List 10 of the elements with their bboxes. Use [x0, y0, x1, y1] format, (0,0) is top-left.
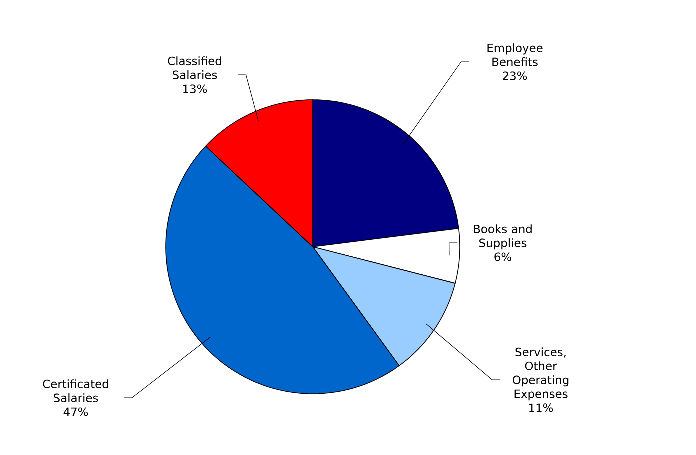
slice-label: Certificated Salaries [43, 380, 108, 402]
data-label: 23% [503, 72, 528, 80]
data-label: 13% [184, 84, 208, 94]
data-label: 47% [64, 408, 88, 416]
slice-label: Employee Benefits [488, 44, 543, 66]
data-label: 6% [494, 252, 512, 262]
data-label: 11% [530, 404, 554, 412]
slice-label: Services, Other Operating Expenses [513, 348, 569, 401]
slice-label: Classified Salaries [168, 56, 222, 80]
slice-label: Books and Supplies [474, 224, 532, 250]
